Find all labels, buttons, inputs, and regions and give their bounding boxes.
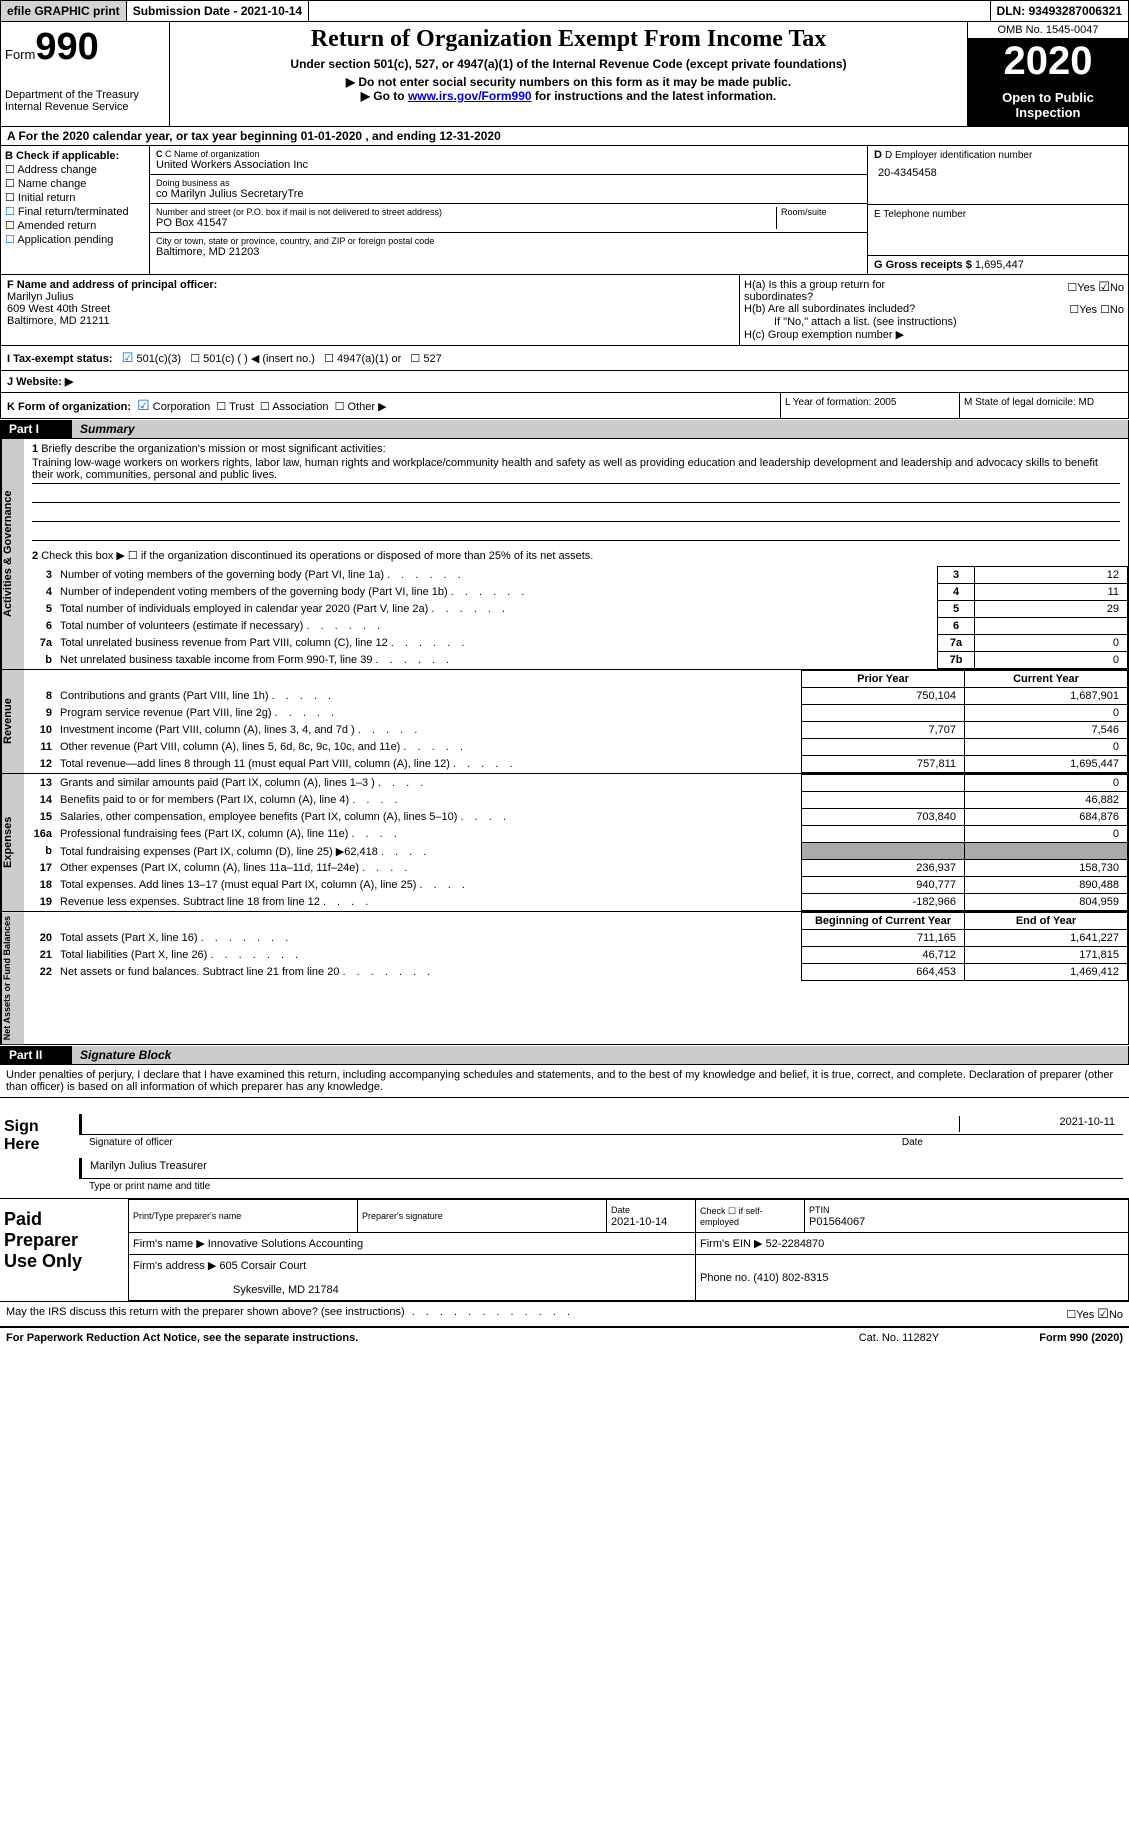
phone-label: E Telephone number xyxy=(874,209,966,220)
form-note-2: ▶ Go to www.irs.gov/Form990 for instruct… xyxy=(174,89,963,103)
gross-receipts-label: G Gross receipts $ xyxy=(874,259,972,271)
form-subtitle: Under section 501(c), 527, or 4947(a)(1)… xyxy=(174,57,963,71)
chk-initial-return[interactable]: ☐ Initial return xyxy=(5,191,145,204)
row-a-tax-year: A For the 2020 calendar year, or tax yea… xyxy=(0,127,1129,146)
dba-value: co Marilyn Julius SecretaryTre xyxy=(156,188,861,200)
form-title: Return of Organization Exempt From Incom… xyxy=(174,26,963,53)
form-header: Form990 Department of the TreasuryIntern… xyxy=(0,22,1129,127)
row-i-tax-exempt: I Tax-exempt status: ☑ 501(c)(3) ☐ 501(c… xyxy=(0,346,1129,371)
ein-label: D D Employer identification number xyxy=(874,149,1032,161)
section-bcd: B Check if applicable: ☐ Address change … xyxy=(0,146,1129,275)
section-governance: Activities & Governance 1 Briefly descri… xyxy=(0,439,1129,670)
expenses-table: 13Grants and similar amounts paid (Part … xyxy=(24,774,1128,911)
header-center: Return of Organization Exempt From Incom… xyxy=(170,22,967,126)
submission-date: Submission Date - 2021-10-14 xyxy=(127,1,309,21)
tax-year: 2020 xyxy=(968,39,1128,84)
footer-discuss: May the IRS discuss this return with the… xyxy=(0,1301,1129,1326)
chk-address-change[interactable]: ☐ Address change xyxy=(5,163,145,176)
side-label-revenue: Revenue xyxy=(1,670,24,773)
declaration-text: Under penalties of perjury, I declare th… xyxy=(0,1065,1129,1098)
irs-link[interactable]: www.irs.gov/Form990 xyxy=(408,89,532,103)
side-label-governance: Activities & Governance xyxy=(1,439,24,669)
street-value: PO Box 41547 xyxy=(156,217,776,229)
col-b-checkboxes: B Check if applicable: ☐ Address change … xyxy=(1,146,150,274)
org-name-label: C C Name of organization xyxy=(156,149,861,159)
governance-table: 3Number of voting members of the governi… xyxy=(24,566,1128,669)
form-prefix: Form xyxy=(5,47,35,62)
section-revenue: Revenue Prior YearCurrent Year 8Contribu… xyxy=(0,670,1129,774)
open-public-label: Open to Public Inspection xyxy=(968,84,1128,126)
chk-amended-return[interactable]: ☐ Amended return xyxy=(5,219,145,232)
state-domicile: M State of legal domicile: MD xyxy=(959,393,1128,418)
form-tag: Form 990 (2020) xyxy=(1039,1332,1123,1344)
form-note-1: ▶ Do not enter social security numbers o… xyxy=(174,75,963,89)
header-right: OMB No. 1545-0047 2020 Open to Public In… xyxy=(967,22,1128,126)
netassets-table: Beginning of Current YearEnd of Year 20T… xyxy=(24,912,1128,981)
chk-name-change[interactable]: ☐ Name change xyxy=(5,177,145,190)
dln: DLN: 93493287006321 xyxy=(990,1,1128,21)
section-netassets: Net Assets or Fund Balances Beginning of… xyxy=(0,912,1129,1045)
row-klm: K Form of organization: ☑ Corporation ☐ … xyxy=(0,393,1129,419)
form-number: 990 xyxy=(35,26,98,68)
header-left: Form990 Department of the TreasuryIntern… xyxy=(1,22,170,126)
chk-app-pending[interactable]: ☐ Application pending xyxy=(5,233,145,246)
check-icon: ☑ xyxy=(1098,279,1110,294)
col-d-ein: D D Employer identification number 20-43… xyxy=(867,146,1128,274)
gross-receipts-value: 1,695,447 xyxy=(975,259,1024,271)
ein-value: 20-4345458 xyxy=(874,161,1122,185)
year-formation: L Year of formation: 2005 xyxy=(780,393,959,418)
principal-officer: F Name and address of principal officer:… xyxy=(1,275,739,345)
sign-here-block: Sign Here 2021-10-11 Signature of office… xyxy=(0,1098,1129,1199)
city-value: Baltimore, MD 21203 xyxy=(156,246,861,258)
row-fh: F Name and address of principal officer:… xyxy=(0,275,1129,346)
side-label-netassets: Net Assets or Fund Balances xyxy=(1,912,24,1044)
row-j-website: J Website: ▶ xyxy=(0,371,1129,393)
h-section: H(a) Is this a group return for subordin… xyxy=(739,275,1128,345)
check-icon: ☑ xyxy=(137,397,150,413)
mission-text: Training low-wage workers on workers rig… xyxy=(32,455,1120,484)
preparer-table: Print/Type preparer's name Preparer's si… xyxy=(128,1199,1129,1301)
part2-header: Part II Signature Block xyxy=(0,1046,1129,1065)
top-bar: efile GRAPHIC print Submission Date - 20… xyxy=(0,0,1129,22)
chk-final-return[interactable]: ☐ Final return/terminated xyxy=(5,205,145,218)
room-suite-label: Room/suite xyxy=(776,207,861,229)
city-label: City or town, state or province, country… xyxy=(156,236,861,246)
part1-header: Part I Summary xyxy=(0,420,1129,439)
street-label: Number and street (or P.O. box if mail i… xyxy=(156,207,776,217)
omb-number: OMB No. 1545-0047 xyxy=(968,22,1128,39)
sign-here-label: Sign Here xyxy=(0,1098,73,1198)
dba-label: Doing business as xyxy=(156,178,861,188)
side-label-expenses: Expenses xyxy=(1,774,24,911)
revenue-table: Prior YearCurrent Year 8Contributions an… xyxy=(24,670,1128,773)
section-expenses: Expenses 13Grants and similar amounts pa… xyxy=(0,774,1129,912)
org-name: United Workers Association Inc xyxy=(156,159,861,171)
dept-treasury: Department of the TreasuryInternal Reven… xyxy=(5,89,165,113)
col-c-org-info: C C Name of organization United Workers … xyxy=(150,146,867,274)
check-icon: ☑ xyxy=(1097,1306,1109,1321)
paid-preparer-label: PaidPreparerUse Only xyxy=(0,1199,128,1301)
check-icon: ☑ xyxy=(122,350,134,365)
efile-label[interactable]: efile GRAPHIC print xyxy=(1,1,127,21)
paid-preparer-block: PaidPreparerUse Only Print/Type preparer… xyxy=(0,1199,1129,1301)
footer-bottom: For Paperwork Reduction Act Notice, see … xyxy=(0,1326,1129,1348)
